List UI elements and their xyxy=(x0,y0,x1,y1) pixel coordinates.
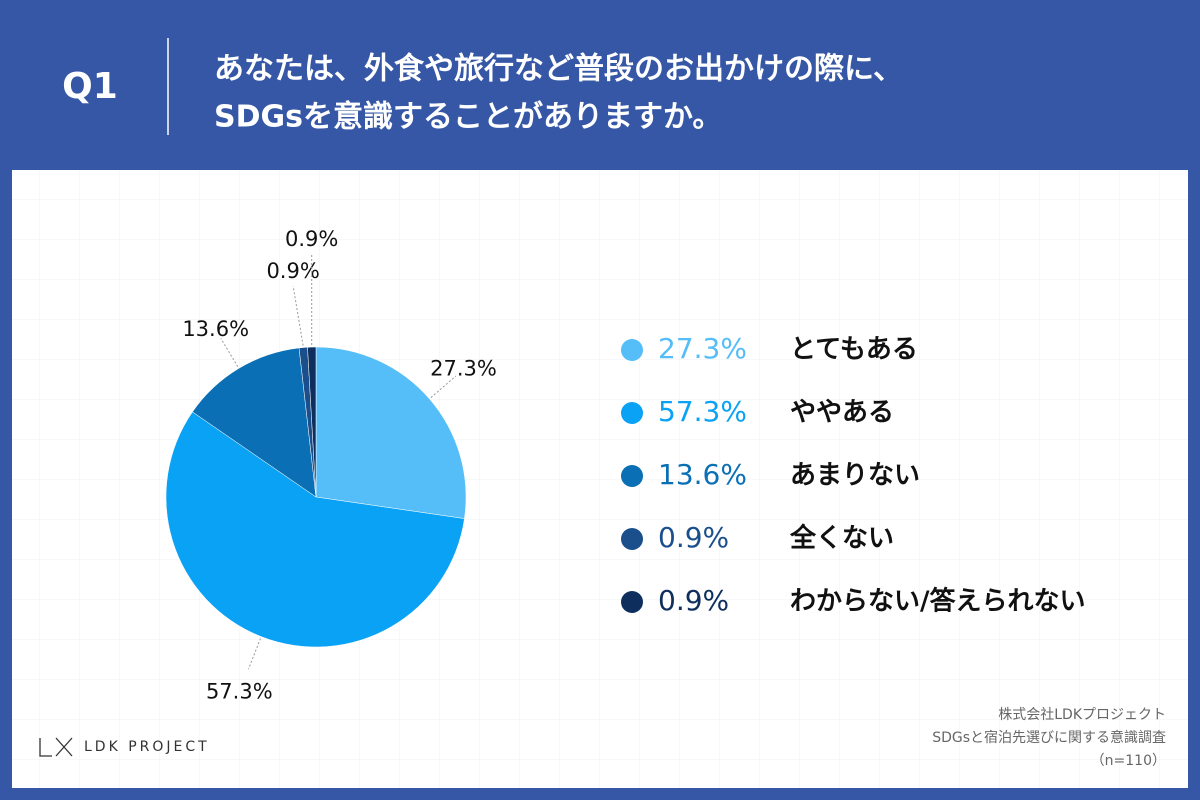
leader-line xyxy=(247,638,261,670)
pie-slice xyxy=(192,347,317,498)
pie-slice xyxy=(165,411,465,648)
credit: SDGsと宿泊先選びに関する意識調査 xyxy=(932,729,1166,746)
legend-swatch xyxy=(621,339,643,361)
pie-slice xyxy=(307,346,317,498)
legend-swatch xyxy=(621,402,643,424)
credit: 株式会社LDKプロジェクト xyxy=(998,707,1166,723)
data-label: 0.9% xyxy=(285,227,338,251)
question-text: SDGsを意識することがありますか。 xyxy=(214,100,722,135)
legend-label: 全くない xyxy=(789,523,894,554)
legend-value: 0.9% xyxy=(658,584,729,617)
data-label: 57.3% xyxy=(206,679,273,703)
legend-swatch xyxy=(621,591,643,613)
data-label: 27.3% xyxy=(430,356,497,380)
legend-label: あまりない xyxy=(790,461,920,491)
legend-label: とてもある xyxy=(790,335,918,365)
data-label: 0.9% xyxy=(266,259,319,283)
logo: LDK PROJECT xyxy=(39,737,210,757)
pie-slice xyxy=(315,346,467,519)
question-text: あなたは、外食や旅行など普段のお出かけの際に、 xyxy=(214,52,903,87)
data-label: 13.6% xyxy=(182,317,249,341)
leader-line xyxy=(430,375,457,398)
legend-swatch xyxy=(621,465,643,487)
legend-value: 57.3% xyxy=(658,395,747,428)
question-label: Q1 xyxy=(62,66,118,107)
logo-text: LDK PROJECT xyxy=(84,739,210,755)
legend-value: 0.9% xyxy=(658,521,729,554)
legend-swatch xyxy=(621,528,643,550)
credit: （n=110） xyxy=(1091,753,1166,769)
legend-label: ややある xyxy=(790,398,894,428)
legend-label: わからない/答えられない xyxy=(790,586,1086,617)
legend-value: 13.6% xyxy=(658,458,747,491)
leader-line xyxy=(220,338,239,367)
legend-value: 27.3% xyxy=(658,332,747,365)
